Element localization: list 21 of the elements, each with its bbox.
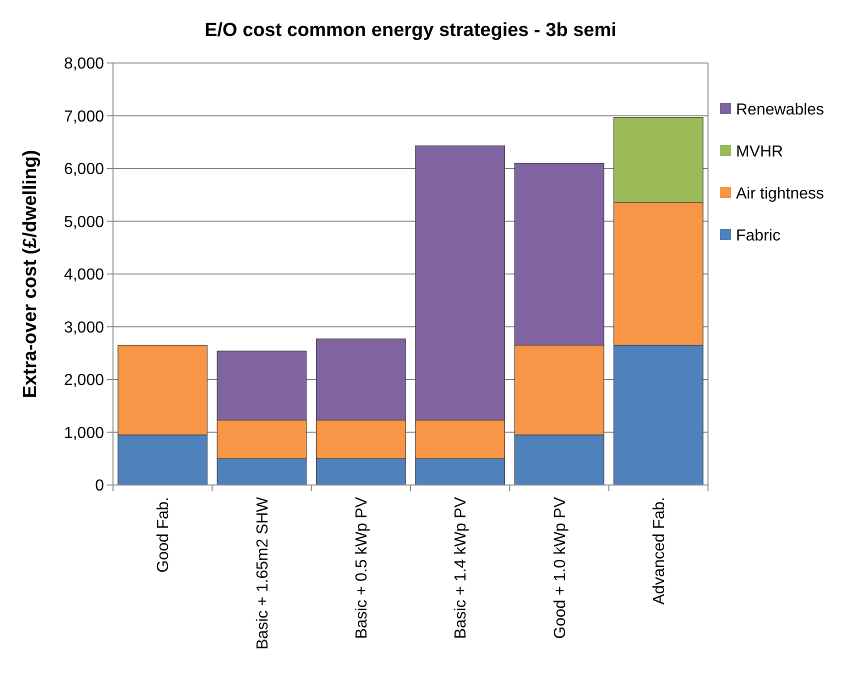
x-tick-label: Advanced Fab. — [651, 497, 668, 605]
x-tick-label: Good + 1.0 kWp PV — [552, 496, 569, 639]
y-tick-label: 2,000 — [64, 372, 104, 390]
y-tick-label: 3,000 — [64, 319, 104, 336]
y-tick-label: 4,000 — [64, 266, 104, 284]
legend-label: MVHR — [736, 144, 784, 161]
y-tick-label: 1,000 — [64, 424, 104, 442]
x-tick-label: Basic + 0.5 kWp PV — [354, 496, 371, 639]
x-tick-label: Good Fab. — [155, 497, 172, 573]
x-tick-label: Basic + 1.4 kWp PV — [452, 496, 470, 639]
chart-title: E/O cost common energy strategies - 3b semi — [204, 20, 616, 41]
legend-label: Renewables — [736, 102, 824, 119]
y-tick-label: 6,000 — [64, 161, 104, 178]
y-tick-label: 7,000 — [64, 108, 104, 126]
y-tick-label: 5,000 — [64, 214, 104, 231]
x-tick-label: Basic + 1.65m2 SHW — [254, 496, 272, 650]
y-tick-label: 8,000 — [64, 56, 104, 73]
y-axis-title: Extra-over cost (£/dwelling) — [20, 150, 41, 398]
legend-label: Fabric — [736, 228, 780, 245]
y-tick-label: 0 — [95, 478, 104, 495]
legend-label: Air tightness — [736, 186, 824, 203]
